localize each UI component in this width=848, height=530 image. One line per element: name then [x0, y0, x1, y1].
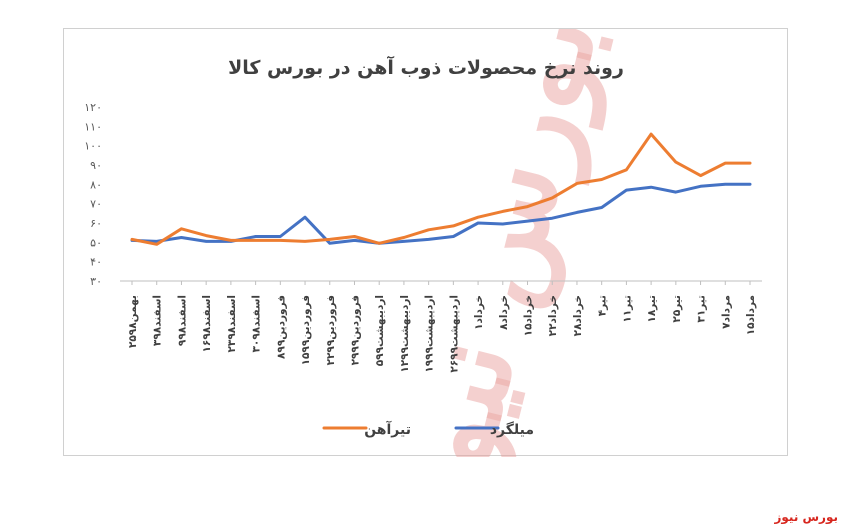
chart-title: روند نرخ محصولات ذوب آهن در بورس کالا [228, 55, 624, 79]
x-tick-label: ۳۰اسفند۹۸ [251, 295, 263, 353]
x-tick-label: ۲۲فروردین۹۹ [325, 295, 337, 366]
series-line [130, 132, 752, 246]
y-tick-label: ۱۰۰ [84, 140, 102, 153]
x-tick-label: ۵اردیبهشت۹۹ [374, 295, 386, 366]
series-layer [130, 132, 752, 246]
x-tick-label: ۸فروردین۹۹ [275, 295, 287, 359]
x-tick-label: ۹اسفند۹۸ [176, 295, 188, 346]
x-tick-label: ۲۳اسفند۹۸ [226, 295, 238, 353]
x-tick-label: ۲۹فروردین۹۹ [349, 295, 361, 366]
x-axis: ۲۵بهمن۹۸ ۳اسفند۹۸ ۹اسفند۹۸ ۱۶اسفند۹۸ ۲۳اسفند… [120, 280, 762, 373]
y-tick-label: ۸۰ [90, 178, 102, 191]
x-tick-label: ۳اسفند۹۸ [152, 295, 164, 346]
x-tick-label: ۲۵بهمن۹۸ [127, 295, 139, 348]
x-tick-label: ۱۸تیر [646, 295, 658, 323]
legend: میلگرد تیرآهن [322, 420, 534, 438]
x-tick-label: ۱۱تیر [621, 295, 633, 323]
x-tick-label: ۸خرداد [498, 295, 510, 330]
y-tick-label: ۴۰ [90, 256, 102, 269]
legend-label: میلگرد [490, 421, 534, 438]
y-tick-label: ۳۰ [90, 275, 102, 288]
x-tick-label: ۱۵مرداد [745, 295, 757, 335]
y-tick-label: ۱۲۰ [84, 101, 102, 114]
y-tick-label: ۶۰ [90, 217, 102, 230]
x-tick-label: ۷مرداد [720, 295, 732, 329]
x-tick-label: ۳۱تیر [696, 295, 708, 323]
source-label: بورس نیوز [774, 510, 838, 524]
y-tick-label: ۵۰ [90, 236, 102, 249]
x-tick-label: ۲۵تیر [671, 295, 683, 323]
x-tick-label: ۱۶اسفند۹۸ [201, 295, 213, 353]
x-tick-label: ۱۲اردیبهشت۹۹ [399, 295, 411, 373]
y-tick-label: ۷۰ [90, 198, 102, 211]
y-tick-label: ۹۰ [90, 159, 102, 172]
x-tick-label: ۱۹اردیبهشت۹۹ [424, 295, 436, 373]
x-tick-label: ۲۲خرداد [547, 295, 559, 336]
chart-frame: بورس نیوز روند نرخ محصولات ذوب آهن در بو… [63, 28, 788, 457]
legend-label: تیرآهن [364, 420, 411, 438]
x-tick-label: ۲۸خرداد [572, 295, 584, 336]
x-tick-label: ۱۵خرداد [523, 295, 535, 336]
x-tick-label: ۱خرداد [473, 295, 485, 330]
y-tick-label: ۱۱۰ [84, 120, 102, 133]
x-tick-label: ۲۶اردیبهشت۹۹ [448, 295, 460, 373]
x-tick-label: ۴تیر [597, 295, 609, 316]
line-chart: بورس نیوز روند نرخ محصولات ذوب آهن در بو… [84, 29, 762, 457]
x-tick-label: ۱۵فروردین۹۹ [300, 295, 312, 366]
y-axis: ۳۰ ۴۰ ۵۰ ۶۰ ۷۰ ۸۰ ۹۰ ۱۰۰ ۱۱۰ ۱۲۰ [84, 101, 102, 288]
